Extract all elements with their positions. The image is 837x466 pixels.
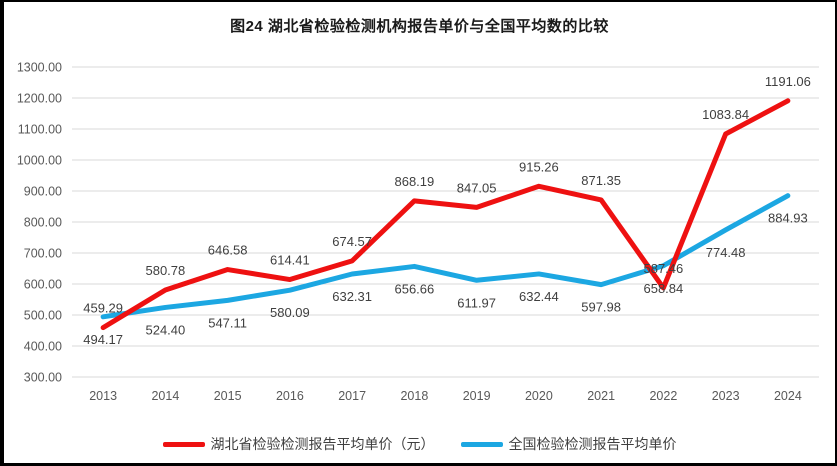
y-tick-label: 400.00 <box>24 340 62 354</box>
chart-plot-area: 300.00 400.00 500.00 600.00 700.00 800.00 900.… <box>17 61 819 403</box>
data-label: 656.66 <box>394 281 434 296</box>
data-label: 459.29 <box>83 301 123 316</box>
x-tick-label: 2023 <box>712 389 740 403</box>
data-label: 611.97 <box>457 295 496 310</box>
data-label: 494.17 <box>83 332 123 347</box>
data-label: 674.57 <box>332 234 372 249</box>
x-tick-label: 2024 <box>774 389 802 403</box>
x-tick-label: 2020 <box>525 389 553 403</box>
y-tick-label: 800.00 <box>24 216 62 230</box>
y-tick-label: 500.00 <box>24 309 62 323</box>
x-tick-label: 2018 <box>400 389 428 403</box>
x-tick-label: 2022 <box>649 389 677 403</box>
hubei-series-label: 湖北省检验检测报告平均单价（元） <box>210 436 435 452</box>
y-tick-label: 300.00 <box>24 371 62 385</box>
x-tick-label: 2013 <box>89 389 117 403</box>
data-label: 597.98 <box>581 300 621 315</box>
y-tick-label: 600.00 <box>24 278 62 292</box>
x-tick-label: 2017 <box>338 389 366 403</box>
hubei-series-swatch <box>162 441 205 447</box>
data-label: 774.48 <box>706 245 746 260</box>
data-label: 915.26 <box>519 159 559 174</box>
y-tick-label: 700.00 <box>24 247 62 261</box>
data-label: 580.78 <box>145 263 185 278</box>
data-label: 646.58 <box>208 243 248 258</box>
chart-title: 图24 湖北省检验检测机构报告单价与全国平均数的比较 <box>230 18 609 35</box>
x-tick-label: 2016 <box>276 389 304 403</box>
data-label: 632.31 <box>332 289 372 304</box>
x-tick-label: 2019 <box>463 389 491 403</box>
legend-item-national: 全国检验检测报告平均单价 <box>460 434 677 454</box>
y-tick-label: 1300.00 <box>17 61 62 75</box>
x-tick-label: 2021 <box>587 389 615 403</box>
hubei-series-line <box>100 98 791 331</box>
y-tick-label: 1000.00 <box>17 154 62 168</box>
data-label: 587.46 <box>643 261 683 276</box>
data-label: 1191.06 <box>765 74 811 89</box>
data-label: 632.44 <box>519 289 559 304</box>
data-label: 868.19 <box>394 174 434 189</box>
x-tick-label: 2015 <box>214 389 242 403</box>
data-label: 614.41 <box>270 253 310 268</box>
legend-item-hubei: 湖北省检验检测报告平均单价（元） <box>162 434 435 454</box>
chart-legend: 湖北省检验检测报告平均单价（元） 全国检验检测报告平均单价 <box>4 434 835 454</box>
data-label: 580.09 <box>270 305 310 320</box>
data-label: 847.05 <box>457 180 497 195</box>
data-label: 871.35 <box>581 173 621 188</box>
data-label: 884.93 <box>768 211 808 226</box>
data-label: 658.84 <box>643 281 683 296</box>
data-label: 1083.84 <box>702 107 749 122</box>
x-tick-label: 2014 <box>151 389 179 403</box>
y-tick-label: 900.00 <box>24 185 62 199</box>
national-series-swatch <box>460 441 503 447</box>
data-label: 547.11 <box>208 315 247 330</box>
y-tick-label: 1100.00 <box>18 123 62 137</box>
data-label: 524.40 <box>145 322 185 337</box>
y-tick-label: 1200.00 <box>17 92 62 106</box>
national-series-label: 全国检验检测报告平均单价 <box>508 436 677 452</box>
national-series-line <box>100 193 791 320</box>
